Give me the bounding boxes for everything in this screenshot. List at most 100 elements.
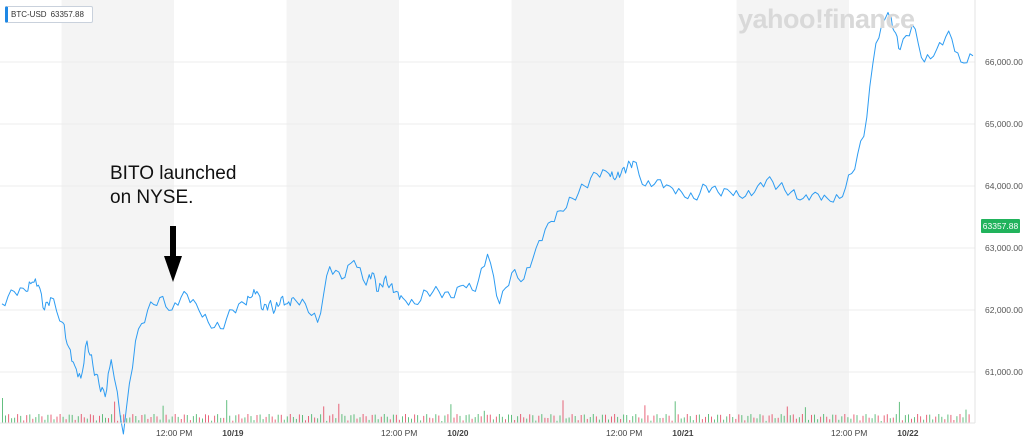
volume-bar xyxy=(223,417,225,423)
volume-bar xyxy=(932,419,934,423)
volume-bar xyxy=(217,414,219,423)
volume-bar xyxy=(280,414,282,423)
volume-bar xyxy=(923,419,925,423)
volume-bar xyxy=(429,417,431,423)
volume-bar xyxy=(871,418,873,423)
volume-bar xyxy=(783,415,785,423)
volume-bar xyxy=(283,419,285,423)
volume-bar xyxy=(177,416,179,423)
volume-bar xyxy=(135,416,137,423)
volume-bar xyxy=(686,414,688,423)
volume-bar xyxy=(295,418,297,423)
volume-bar xyxy=(695,414,697,423)
volume-bar xyxy=(550,414,552,423)
volume-bar xyxy=(117,420,119,423)
volume-bar xyxy=(620,419,622,423)
yahoo-finance-logo: yahoo!finance xyxy=(738,4,915,34)
current-price-badge: 63357.88 xyxy=(981,219,1020,233)
ticker-legend[interactable]: BTC-USD 63357.88 xyxy=(5,6,93,23)
volume-bar xyxy=(362,414,364,423)
volume-bar xyxy=(950,414,952,423)
volume-bar xyxy=(29,414,31,423)
volume-bar xyxy=(414,414,416,423)
volume-bar xyxy=(411,418,412,423)
x-axis: 12:00 PM 10/19 12:00 PM 10/20 12:00 PM 10/21 1… xyxy=(0,422,975,438)
volume-bar xyxy=(341,414,343,423)
y-tick-label: 65,000.00 xyxy=(985,119,1023,129)
volume-bar xyxy=(956,416,958,423)
volume-bar xyxy=(114,401,116,423)
volume-bar xyxy=(768,415,770,423)
volume-bar xyxy=(947,414,949,423)
y-tick-label: 61,000.00 xyxy=(985,367,1023,377)
volume-bar xyxy=(850,418,852,423)
volume-bar xyxy=(708,414,709,423)
volume-bar xyxy=(814,414,815,423)
volume-bar xyxy=(747,415,749,423)
volume-bar xyxy=(756,418,758,423)
volume-bar xyxy=(277,414,279,423)
volume-bar xyxy=(595,416,597,423)
volume-bar xyxy=(459,415,461,423)
volume-bar xyxy=(123,414,125,423)
volume-bar xyxy=(792,414,794,423)
volume-bar xyxy=(868,417,870,423)
volume-bar xyxy=(468,414,470,423)
volume-bar xyxy=(323,406,325,423)
volume-bar xyxy=(598,419,600,423)
volume-bar xyxy=(402,416,403,423)
volume-bar xyxy=(701,419,703,423)
volume-bar xyxy=(617,416,619,423)
volume-bar xyxy=(462,420,464,423)
volume-bar xyxy=(268,414,270,423)
volume-bar xyxy=(562,400,564,423)
volume-bar xyxy=(435,414,437,423)
volume-bar xyxy=(211,420,213,423)
volume-bar xyxy=(308,416,309,423)
volume-bar xyxy=(195,414,197,423)
volume-bar xyxy=(944,419,946,423)
volume-bar xyxy=(623,414,625,423)
volume-bar xyxy=(580,415,582,423)
volume-bar xyxy=(14,417,16,423)
volume-bar xyxy=(298,414,300,423)
volume-bar xyxy=(108,418,109,423)
volume-bar xyxy=(241,418,243,423)
volume-bar xyxy=(23,420,25,423)
volume-bar xyxy=(335,418,337,423)
volume-bar xyxy=(744,420,746,423)
volume-bar xyxy=(741,415,743,423)
volume-bar xyxy=(426,414,428,423)
volume-bar xyxy=(405,414,406,423)
volume-bar xyxy=(377,419,379,423)
volume-bar xyxy=(705,416,706,423)
volume-bar xyxy=(89,414,91,423)
volume-bar xyxy=(259,414,261,423)
volume-bar xyxy=(235,415,237,423)
volume-bar xyxy=(838,419,840,423)
volume-bar xyxy=(626,415,628,423)
volume-bar xyxy=(38,414,40,423)
volume-bar xyxy=(165,414,167,423)
volume-bar xyxy=(880,421,882,423)
volume-bar xyxy=(317,418,319,423)
volume-bar xyxy=(59,414,61,423)
volume-bar xyxy=(271,416,273,423)
volume-bar xyxy=(898,401,900,423)
volume-bar xyxy=(92,415,94,423)
volume-bar xyxy=(162,405,164,423)
annotation-arrow xyxy=(164,226,182,282)
volume-bar xyxy=(556,420,558,423)
volume-bar xyxy=(111,414,113,423)
volume-bar xyxy=(904,415,906,423)
volume-bar xyxy=(41,416,43,423)
volume-bar xyxy=(344,415,346,423)
volume-bar xyxy=(17,414,19,423)
volume-bar xyxy=(647,415,649,423)
volume-bar xyxy=(668,415,670,423)
volume-bar xyxy=(847,417,849,423)
y-tick-label: 64,000.00 xyxy=(985,181,1023,191)
volume-bar xyxy=(314,417,316,423)
volume-bar xyxy=(826,416,828,423)
volume-bar xyxy=(229,415,231,423)
